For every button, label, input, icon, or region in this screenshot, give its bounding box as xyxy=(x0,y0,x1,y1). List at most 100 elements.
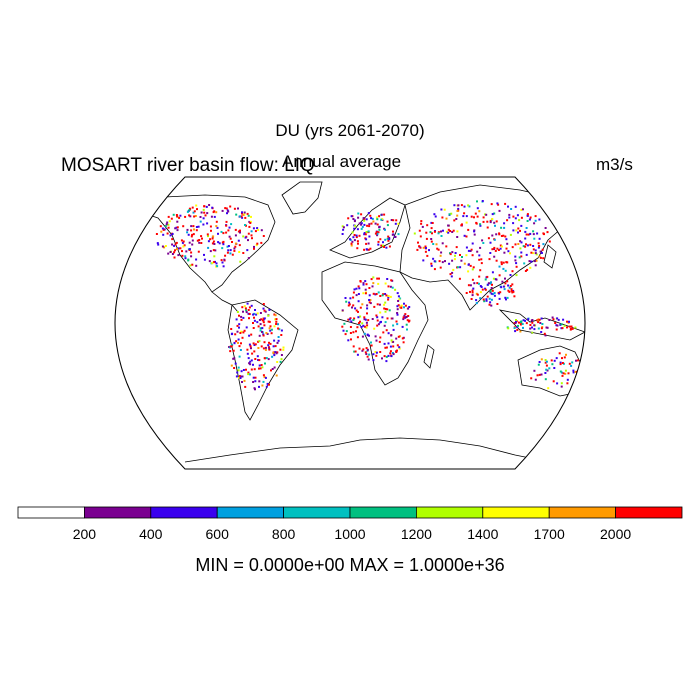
flow-pixel xyxy=(362,217,365,220)
flow-pixel xyxy=(374,351,377,353)
flow-pixel xyxy=(556,324,559,327)
flow-pixel xyxy=(354,350,357,353)
flow-pixel xyxy=(363,248,366,251)
flow-pixel xyxy=(237,366,240,369)
flow-pixel xyxy=(555,328,558,331)
flow-pixel xyxy=(537,242,540,245)
flow-pixel xyxy=(366,348,369,351)
flow-pixel xyxy=(364,351,367,354)
flow-pixel xyxy=(366,307,369,310)
flow-pixel xyxy=(424,247,427,249)
flow-pixel xyxy=(204,214,207,217)
flow-pixel xyxy=(353,317,356,320)
flow-pixel xyxy=(469,284,472,287)
flow-pixel xyxy=(224,207,227,210)
flow-pixel xyxy=(246,249,249,252)
flow-pixel xyxy=(489,301,492,304)
flow-pixel xyxy=(232,349,235,352)
flow-pixel xyxy=(208,204,211,206)
flow-pixel xyxy=(377,240,380,243)
flow-pixel xyxy=(376,316,379,319)
flow-pixel xyxy=(198,241,201,244)
flow-pixel xyxy=(277,327,280,330)
flow-pixel xyxy=(372,276,375,279)
flow-pixel xyxy=(480,262,483,265)
flow-pixel xyxy=(509,274,512,276)
flow-pixel xyxy=(263,341,266,344)
flow-pixel xyxy=(538,218,541,221)
flow-pixel xyxy=(379,295,382,297)
flow-pixel xyxy=(450,275,453,278)
flow-pixel xyxy=(520,251,523,254)
flow-pixel xyxy=(530,260,533,263)
flow-pixel xyxy=(528,260,531,263)
flow-pixel xyxy=(217,232,219,235)
flow-pixel xyxy=(190,251,193,254)
flow-pixel xyxy=(354,224,357,227)
flow-pixel xyxy=(239,375,241,378)
flow-pixel xyxy=(258,364,261,367)
flow-pixel xyxy=(433,268,436,271)
flow-pixel xyxy=(351,240,354,243)
flow-pixel xyxy=(382,241,384,244)
flow-pixel xyxy=(247,239,249,242)
flow-pixel xyxy=(353,288,356,291)
flow-pixel xyxy=(375,216,378,219)
flow-pixel xyxy=(564,372,567,375)
flow-pixel xyxy=(232,357,235,360)
flow-pixel xyxy=(258,359,261,362)
flow-pixel xyxy=(212,235,215,238)
flow-pixel xyxy=(376,277,379,280)
flow-pixel xyxy=(263,309,266,312)
flow-pixel xyxy=(174,249,176,252)
flow-pixel xyxy=(418,229,421,232)
flow-pixel xyxy=(391,352,394,354)
flow-pixel xyxy=(439,266,442,269)
period-label: Annual average xyxy=(282,152,402,171)
flow-pixel xyxy=(368,225,371,228)
flow-pixel xyxy=(388,245,391,248)
flow-pixel xyxy=(345,300,348,303)
flow-pixel xyxy=(571,327,574,330)
flow-pixel xyxy=(551,363,554,366)
flow-pixel xyxy=(365,326,368,329)
flow-pixel xyxy=(459,254,461,256)
flow-pixel xyxy=(560,382,563,385)
flow-pixel xyxy=(192,211,195,214)
flow-pixel xyxy=(194,215,197,217)
flow-pixel xyxy=(479,285,482,287)
flow-pixel xyxy=(362,324,365,327)
flow-pixel xyxy=(419,235,422,238)
flow-pixel xyxy=(479,269,482,272)
flow-pixel xyxy=(495,220,498,223)
flow-pixel xyxy=(568,362,571,365)
flow-pixel xyxy=(560,327,563,330)
flow-pixel xyxy=(270,369,272,372)
flow-pixel xyxy=(431,232,433,235)
flow-pixel xyxy=(274,345,277,348)
flow-pixel xyxy=(432,243,435,245)
flow-pixel xyxy=(238,345,241,348)
flow-pixel xyxy=(504,235,507,238)
flow-pixel xyxy=(404,313,407,316)
flow-pixel xyxy=(368,353,371,356)
flow-pixel xyxy=(253,350,256,353)
flow-pixel xyxy=(484,288,487,291)
flow-pixel xyxy=(273,339,276,342)
flow-pixel xyxy=(378,303,381,306)
flow-pixel xyxy=(398,347,401,350)
flow-pixel xyxy=(221,241,224,244)
flow-pixel xyxy=(417,241,419,244)
flow-pixel xyxy=(159,225,162,228)
flow-pixel xyxy=(234,228,237,231)
flow-pixel xyxy=(206,233,209,236)
flow-pixel xyxy=(243,305,246,308)
flow-pixel xyxy=(347,318,350,321)
flow-pixel xyxy=(430,227,433,230)
flow-pixel xyxy=(230,223,233,226)
flow-pixel xyxy=(453,258,456,261)
flow-pixel xyxy=(500,226,503,229)
flow-pixel xyxy=(163,246,166,249)
flow-pixel xyxy=(538,318,541,321)
flow-pixel xyxy=(188,214,191,217)
